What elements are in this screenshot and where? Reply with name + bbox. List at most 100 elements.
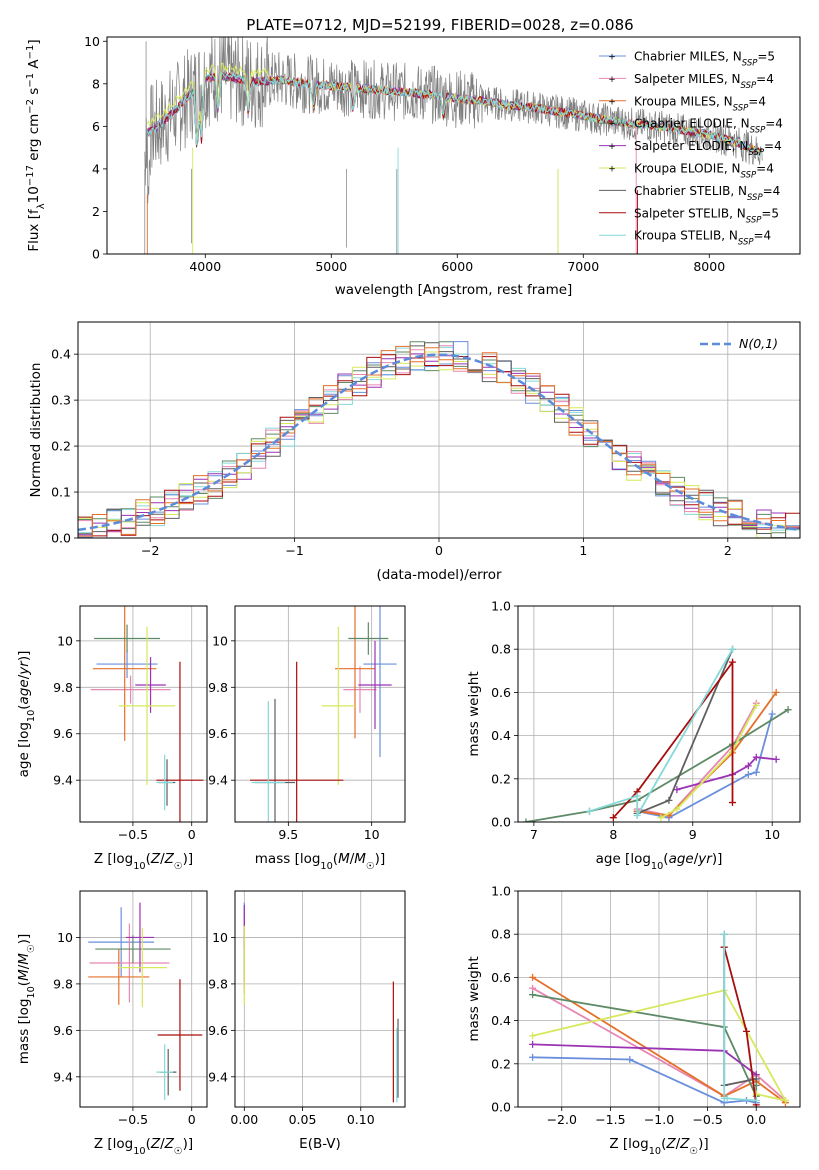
- y-tick-label: 2: [92, 204, 100, 219]
- label-part: Z [log: [94, 1136, 133, 1152]
- label-part: )]: [183, 1136, 194, 1152]
- legend: + Chabrier MILES, NSSP=5+ Salpeter MILES, …: [599, 50, 783, 248]
- y-tick-label: 9.4: [53, 773, 73, 788]
- x-tick-label: −0.5: [118, 827, 148, 842]
- legend-entry-main: Chabrier MILES, N: [634, 50, 742, 64]
- x-tick-label: 8000: [693, 259, 725, 274]
- weight-point-marker: [772, 755, 780, 763]
- weight-point-marker: [673, 805, 681, 813]
- label-part: ☉: [689, 1146, 698, 1157]
- weight-point-marker: [743, 1027, 751, 1035]
- label-part: 10: [133, 1146, 145, 1157]
- label-part: s: [26, 88, 42, 99]
- weight-point-marker: [665, 796, 673, 804]
- legend-entry: Kroupa ELODIE, NSSP=4: [634, 162, 774, 181]
- weight-series-line: [532, 1043, 757, 1076]
- weight-point-marker: [529, 1053, 537, 1061]
- y-tick-label: 10: [212, 930, 228, 945]
- weight-point-marker: [657, 814, 665, 822]
- x-tick-label: 5000: [315, 259, 347, 274]
- label-part: age: [669, 851, 694, 867]
- label-part: mass [log: [16, 999, 32, 1065]
- weight-point-marker: [728, 799, 736, 807]
- legend-entry-tail: =4: [748, 94, 766, 108]
- legend-entry-tail: =5: [761, 206, 779, 220]
- y-tick-label: 0.8: [491, 642, 511, 657]
- label-part: Z: [164, 851, 175, 867]
- weight-point-marker: [529, 973, 537, 981]
- legend-entry-sub: SSP: [738, 238, 754, 248]
- label-part: age: [16, 679, 32, 704]
- model-spectrum-line: [146, 71, 761, 158]
- label-part: M: [16, 969, 32, 981]
- weight-point-marker: [626, 1055, 634, 1063]
- weight-point-marker: [772, 688, 780, 696]
- error-bars: [243, 902, 399, 1103]
- x-tick-label: −1: [285, 543, 303, 558]
- label-part: Z [log: [94, 851, 133, 867]
- weight-point-marker: [752, 1097, 760, 1105]
- x-tick-label: 4000: [189, 259, 221, 274]
- label-part: −1: [25, 73, 36, 88]
- legend-entry-main: Chabrier STELIB, N: [634, 184, 747, 198]
- y-tick-label: 0.2: [51, 439, 71, 454]
- legend-entry: Kroupa MILES, NSSP=4: [634, 94, 766, 113]
- legend-marker: +: [608, 142, 616, 152]
- x-tick-label: −0.5: [118, 1112, 148, 1127]
- histogram-series: [78, 342, 800, 538]
- label-part: /: [160, 851, 165, 867]
- legend-entry-main: Salpeter STELIB, N: [634, 206, 746, 220]
- spectrum-lines: [144, 37, 763, 254]
- weight-point-marker: [784, 706, 792, 714]
- label-part: Z: [164, 1136, 175, 1152]
- weight-series-line: [612, 659, 734, 819]
- weight-point-marker: [752, 753, 760, 761]
- weight-series-line: [589, 648, 734, 819]
- histogram-steps: [78, 341, 800, 538]
- x-tick-label: 9.5: [278, 827, 298, 842]
- y-tick-label: 1.0: [491, 599, 511, 614]
- x-axis-label: Z [log10(Z/Z☉)]: [94, 851, 193, 872]
- x-tick-label: 10: [364, 827, 380, 842]
- label-part: /: [16, 964, 32, 969]
- label-part: ☉: [174, 861, 183, 872]
- x-tick-label: −2.0: [547, 1112, 577, 1127]
- legend-entry-sub: SSP: [741, 81, 757, 91]
- x-axis-label: Z [log10(Z/Z☉)]: [609, 1136, 708, 1157]
- y-tick-label: 9.6: [53, 726, 73, 741]
- label-part: /: [676, 1136, 681, 1152]
- legend-entry: Chabrier MILES, NSSP=5: [634, 50, 775, 69]
- legend-entry-sub: SSP: [750, 126, 766, 136]
- weight-point-marker: [673, 786, 681, 794]
- label-part: )]: [183, 851, 194, 867]
- legend-entry: Chabrier ELODIE, NSSP=4: [634, 117, 783, 136]
- legend-entry-main: Chabrier ELODIE, N: [634, 117, 750, 131]
- weight-point-marker: [768, 710, 776, 718]
- legend-entry-sub: SSP: [741, 171, 757, 181]
- label-part: /: [350, 851, 355, 867]
- legend-entry-main: Kroupa ELODIE, N: [634, 162, 741, 176]
- y-tick-label: 0.4: [491, 1013, 511, 1028]
- label-part: (: [333, 851, 338, 867]
- legend-marker: +: [608, 75, 616, 85]
- y-tick-label: 0: [92, 247, 100, 262]
- y-tick-label: 9.8: [53, 976, 73, 991]
- label-part: /: [16, 674, 32, 679]
- legend-entry-tail: =4: [763, 184, 781, 198]
- y-axis-label: Flux [fλ10−17 erg cm−2 s−1 A−1]: [25, 39, 47, 251]
- weight-point-marker: [522, 818, 530, 822]
- y-tick-label: 6: [92, 119, 100, 134]
- weight-series-line: [532, 987, 786, 1102]
- label-part: ☉: [26, 944, 37, 953]
- axes-frame: [79, 890, 208, 1108]
- x-tick-label: 0.00: [230, 1112, 258, 1127]
- legend-entry-tail: =4: [756, 162, 774, 176]
- y-tick-label: 0.0: [51, 531, 71, 546]
- label-part: (: [663, 851, 668, 867]
- histogram-series: [78, 351, 800, 538]
- x-tick-label: 10: [764, 827, 780, 842]
- y-tick-label: 4: [92, 161, 100, 176]
- histogram-series: [78, 354, 800, 537]
- legend-entry-main: Kroupa STELIB, N: [634, 229, 738, 243]
